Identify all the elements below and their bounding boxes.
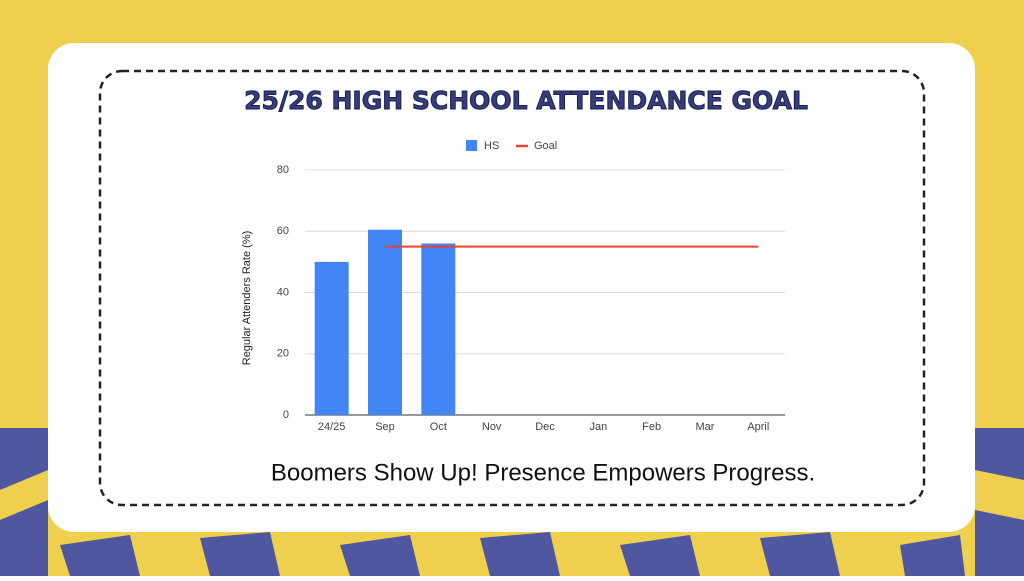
card [48,43,975,532]
x-tick-label: Jan [589,421,607,433]
x-tick-label: 24/25 [318,421,346,433]
y-axis-label: Regular Attenders Rate (%) [241,231,253,366]
x-tick-label: Feb [642,421,661,433]
x-tick-label: April [747,421,769,433]
bar [421,243,456,415]
legend-label: HS [484,140,499,152]
checker-pattern [0,428,1024,576]
x-tick-label: Nov [482,421,502,433]
y-tick-label: 20 [277,348,289,360]
x-tick-label: Dec [535,421,555,433]
y-tick-label: 60 [277,225,289,237]
tagline: Boomers Show Up! Presence Empowers Progr… [271,459,815,486]
legend-label: Goal [534,140,557,152]
y-tick-label: 0 [283,409,289,421]
dashed-frame [98,69,926,507]
legend-swatch [466,140,477,151]
x-tick-label: Oct [430,421,447,433]
bar [368,229,402,415]
y-tick-label: 80 [277,164,289,176]
x-tick-label: Mar [696,421,715,433]
x-tick-label: Sep [375,421,395,433]
y-tick-label: 40 [277,286,289,298]
bar [314,261,349,415]
chart-title: 25/26 HIGH SCHOOL ATTENDANCE GOAL [244,86,808,115]
